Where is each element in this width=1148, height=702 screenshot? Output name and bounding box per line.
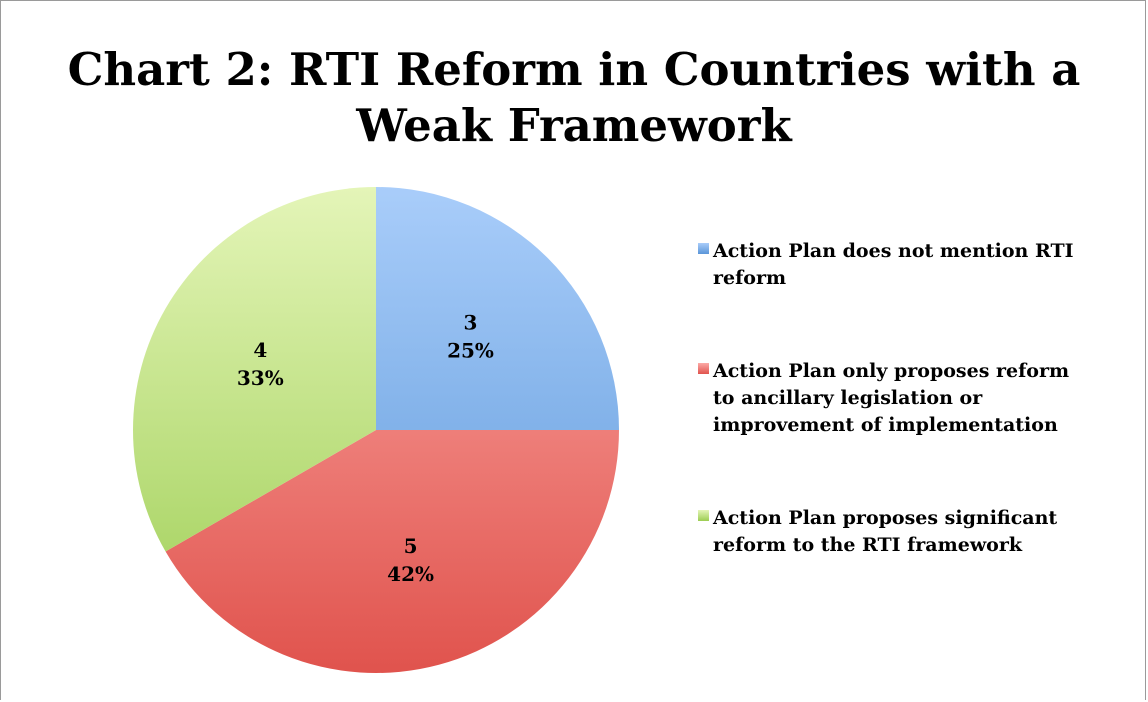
pie-slice-no-mention bbox=[376, 187, 619, 430]
pie-label-value-ancillary: 5 bbox=[404, 534, 418, 558]
pie-label-percent-significant: 33% bbox=[237, 366, 284, 390]
legend-label-no-mention-line-1: Action Plan does not mention RTI bbox=[713, 240, 1074, 262]
pie-label-value-significant: 4 bbox=[253, 338, 267, 362]
chart-title-line-2: Weak Framework bbox=[356, 99, 792, 152]
pie-label-value-no-mention: 3 bbox=[464, 311, 478, 335]
chart-title: Chart 2: RTI Reform in Countries with a … bbox=[0, 42, 1148, 154]
pie-label-percent-ancillary: 42% bbox=[387, 562, 434, 586]
pie-slice-ancillary bbox=[165, 430, 619, 673]
legend-label-ancillary-line-2: to ancillary legislation or bbox=[713, 387, 983, 409]
legend-label-no-mention: Action Plan does not mention RTI reform bbox=[713, 238, 1113, 292]
legend-label-ancillary-line-1: Action Plan only proposes reform bbox=[713, 360, 1070, 382]
pie-slices bbox=[133, 187, 619, 673]
pie-slice-significant bbox=[133, 187, 376, 552]
legend-label-ancillary: Action Plan only proposes reform to anci… bbox=[713, 358, 1113, 439]
legend-label-significant: Action Plan proposes significant reform … bbox=[713, 505, 1113, 559]
legend-label-ancillary-line-3: improvement of implementation bbox=[713, 414, 1058, 436]
legend-swatch-significant bbox=[698, 510, 709, 521]
chart-title-line-1: Chart 2: RTI Reform in Countries with a bbox=[67, 43, 1081, 96]
legend-swatch-no-mention bbox=[698, 243, 709, 254]
pie-labels: 3 25% 5 42% 4 33% bbox=[237, 311, 494, 587]
legend-label-no-mention-line-2: reform bbox=[713, 267, 787, 289]
legend-label-significant-line-1: Action Plan proposes significant bbox=[713, 507, 1058, 529]
pie-label-percent-no-mention: 25% bbox=[447, 339, 494, 363]
legend-swatch-ancillary bbox=[698, 363, 709, 374]
legend-label-significant-line-2: reform to the RTI framework bbox=[713, 534, 1023, 556]
